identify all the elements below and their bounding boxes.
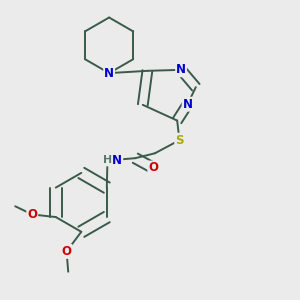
- Text: N: N: [104, 67, 114, 80]
- Text: H: H: [103, 155, 112, 166]
- Text: O: O: [148, 161, 158, 175]
- Text: S: S: [175, 134, 184, 147]
- Text: O: O: [61, 245, 72, 258]
- Text: N: N: [183, 98, 193, 111]
- Text: O: O: [27, 208, 37, 221]
- Text: N: N: [176, 63, 186, 76]
- Text: N: N: [112, 154, 122, 167]
